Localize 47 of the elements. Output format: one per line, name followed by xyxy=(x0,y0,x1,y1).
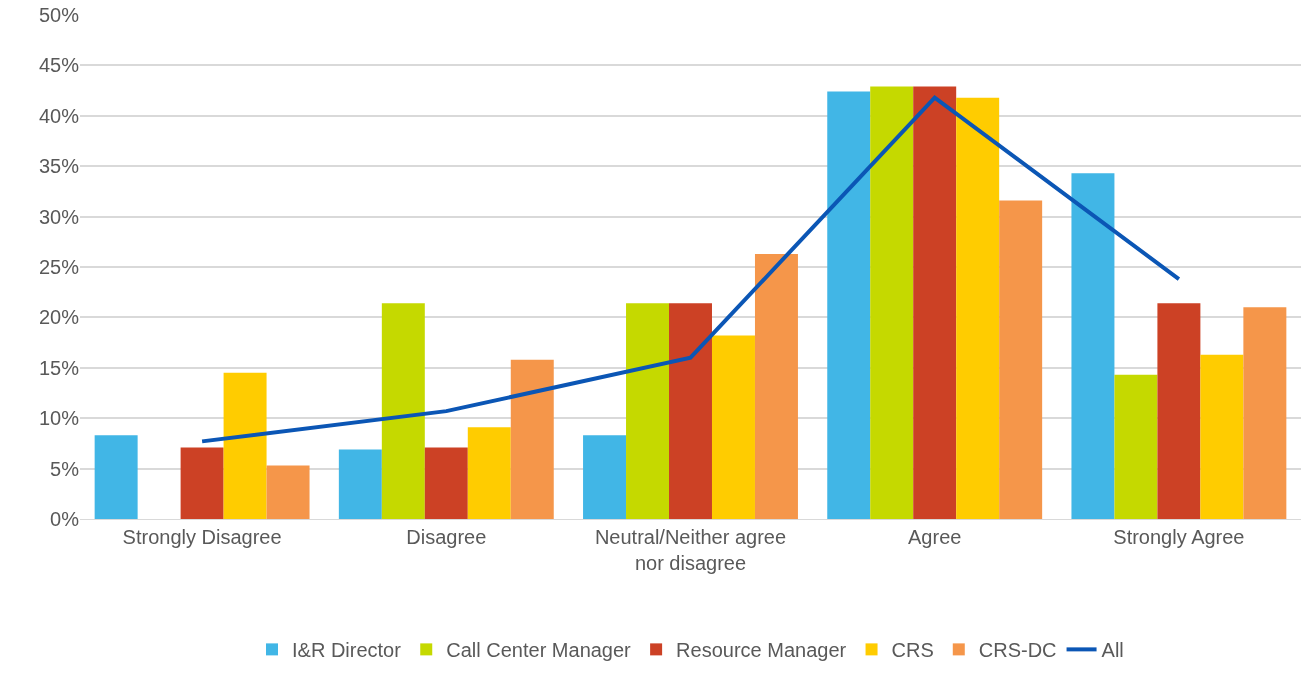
bar xyxy=(1200,354,1244,519)
y-tick-label: 0% xyxy=(50,508,80,530)
bar xyxy=(1114,374,1158,519)
bar xyxy=(266,465,310,519)
bar xyxy=(223,372,267,519)
legend-label: Resource Manager xyxy=(676,639,847,662)
bar xyxy=(1243,307,1287,519)
bar xyxy=(381,303,425,519)
bar xyxy=(956,97,1000,519)
y-tick-label: 40% xyxy=(38,104,80,127)
x-tick-label: Neutral/Neither agree nor disagree xyxy=(594,526,787,574)
x-tick-label: Agree xyxy=(908,526,962,548)
bar xyxy=(1071,173,1115,519)
bar xyxy=(870,86,914,519)
y-tick-label: 20% xyxy=(38,306,80,329)
legend-label: I&R Director xyxy=(292,639,402,662)
legend-label: CRS-DC xyxy=(978,639,1057,662)
bar xyxy=(424,447,468,519)
bar xyxy=(510,359,554,519)
y-tick-label: 50% xyxy=(38,4,80,26)
bar xyxy=(626,303,670,519)
y-tick-label: 30% xyxy=(38,205,80,228)
y-tick-label: 45% xyxy=(38,54,80,77)
bar xyxy=(338,449,382,519)
bar xyxy=(913,86,957,519)
bar xyxy=(754,253,798,519)
bar xyxy=(999,200,1043,519)
y-tick-label: 15% xyxy=(38,356,80,379)
bar xyxy=(1157,303,1201,519)
bar xyxy=(467,427,511,519)
legend-label: Call Center Manager xyxy=(446,639,632,662)
y-tick-label: 10% xyxy=(38,407,80,430)
y-tick-label: 25% xyxy=(38,256,80,278)
bar xyxy=(583,435,627,519)
y-tick-label: 35% xyxy=(38,155,80,178)
bar xyxy=(180,447,224,519)
y-tick-label: 5% xyxy=(50,457,80,480)
x-tick-label: Disagree xyxy=(406,526,487,548)
bar xyxy=(827,91,871,519)
legend-label: All xyxy=(1101,639,1124,662)
x-tick-label: Strongly Disagree xyxy=(122,526,282,548)
line-series xyxy=(200,95,1181,444)
bar xyxy=(669,303,712,519)
bar xyxy=(94,435,138,519)
x-tick-label: Strongly Agree xyxy=(1113,526,1245,548)
bar xyxy=(711,335,755,519)
legend-label: CRS xyxy=(891,639,934,662)
